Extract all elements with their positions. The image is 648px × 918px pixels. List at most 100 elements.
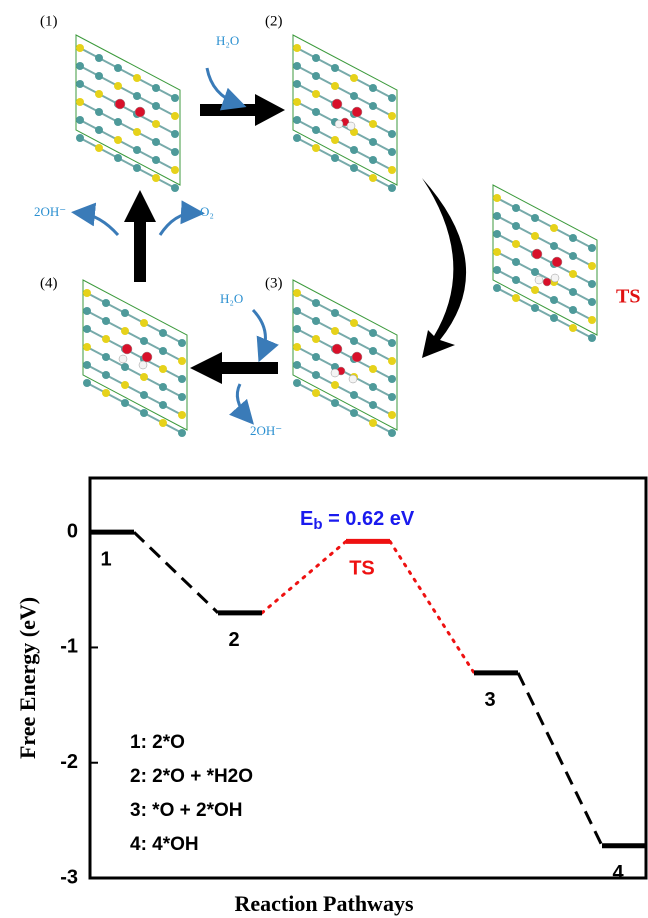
y-axis-label: Free Energy (eV) [15,597,40,759]
atom [369,138,377,146]
atom [76,44,84,52]
atom [178,393,186,401]
atom [369,156,377,164]
atom [550,224,558,232]
atom [114,82,122,90]
atom [312,126,320,134]
species-label: H₂O [216,33,239,48]
atom [512,276,520,284]
atom [293,80,301,88]
atom [312,299,320,307]
atom [83,343,91,351]
atom [535,276,543,284]
atom [531,268,539,276]
atom [102,389,110,397]
atom [140,319,148,327]
atom [493,248,501,256]
atom [133,74,141,82]
atom [352,352,362,362]
atom [159,383,167,391]
atom [493,266,501,274]
atom [350,164,358,172]
atom [293,361,301,369]
atom [331,309,339,317]
atom [171,166,179,174]
atom [388,411,396,419]
atom [369,347,377,355]
atom [133,128,141,136]
atom [102,299,110,307]
y-tick-label: -1 [60,636,78,658]
ts-label: TS [616,286,640,308]
atom [114,136,122,144]
atom [152,84,160,92]
atom [293,343,301,351]
atom [121,381,129,389]
atom [369,365,377,373]
atom [140,409,148,417]
atom [588,316,596,324]
atom [369,84,377,92]
level-label: TS [349,558,375,580]
atom [569,324,577,332]
atom [350,74,358,82]
atom [588,280,596,288]
atom [588,244,596,252]
legend-entry: 1: 2*O [130,732,185,753]
atom [152,102,160,110]
atom [293,98,301,106]
atom [331,381,339,389]
atom [369,419,377,427]
atom [550,296,558,304]
atom [133,146,141,154]
atom [312,144,320,152]
atom [347,122,355,130]
atom [588,334,596,342]
species-label: 2OH⁻ [34,204,66,219]
atom [512,258,520,266]
panel-label: (1) [40,13,58,29]
atom [178,357,186,365]
atom [83,307,91,315]
atom [331,64,339,72]
atom [159,365,167,373]
species-label: O₂ [200,204,214,219]
connector [518,673,602,846]
atom [388,112,396,120]
atom [114,118,122,126]
atom [159,329,167,337]
atom [312,335,320,343]
atom [83,325,91,333]
atom [331,154,339,162]
atom [550,242,558,250]
atom [121,327,129,335]
atom [102,317,110,325]
atom [152,138,160,146]
panel-label: (3) [265,275,283,291]
atom [531,286,539,294]
atom [369,174,377,182]
atom [76,98,84,106]
connector [262,541,346,612]
annotation: Eb = 0.62 eV [300,508,415,533]
atom [293,325,301,333]
atom [121,399,129,407]
atom [293,289,301,297]
atom [352,107,362,117]
atom [350,391,358,399]
atom [76,134,84,142]
level-label: 4 [612,862,624,884]
atom [121,309,129,317]
atom [350,409,358,417]
annotation-subscript: b [313,516,322,533]
atom [312,90,320,98]
level-label: 2 [228,629,239,651]
atom [140,337,148,345]
y-tick-label: 0 [67,520,78,542]
atom [369,329,377,337]
atom [331,399,339,407]
atom [312,353,320,361]
species-label: H₂O [220,291,243,306]
atom [332,344,342,354]
atom [588,262,596,270]
